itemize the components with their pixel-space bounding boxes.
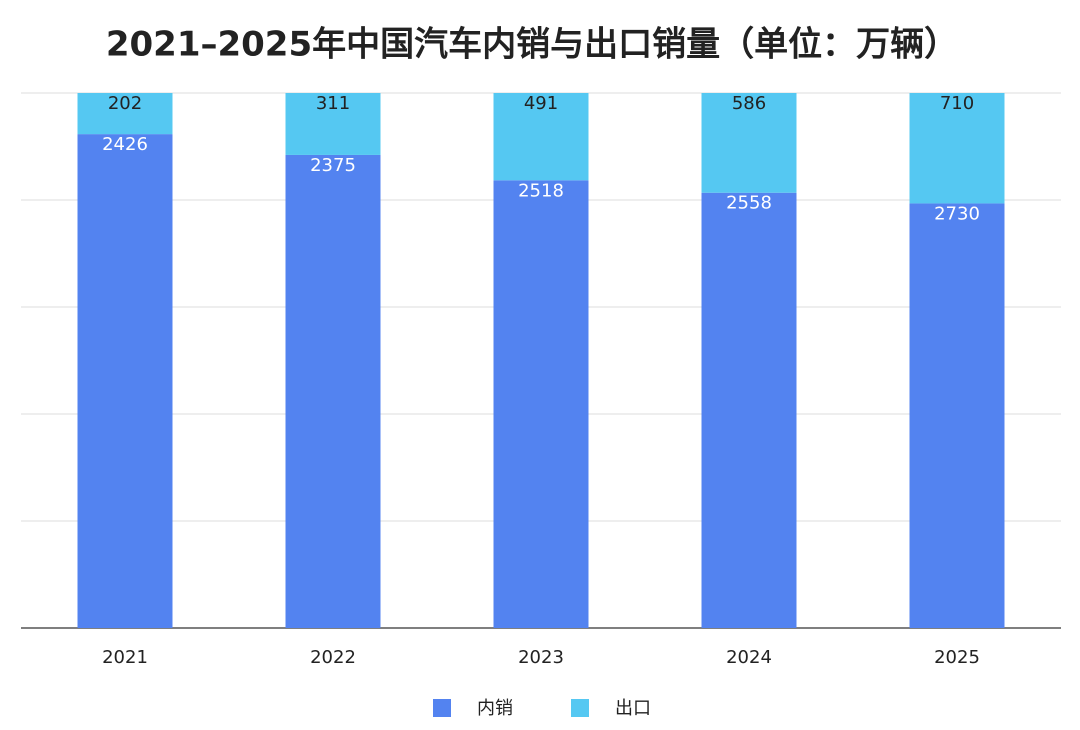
- data-label: 2518: [518, 180, 564, 201]
- legend-label: 出口: [615, 698, 651, 719]
- bar-segment: [493, 180, 589, 628]
- x-tick-label: 2024: [726, 647, 772, 668]
- x-tick-label: 2023: [518, 647, 564, 668]
- bar-segment: [285, 154, 381, 629]
- bar-segment: [909, 93, 1005, 204]
- data-label: 2730: [934, 203, 980, 224]
- data-label: 311: [316, 93, 350, 114]
- bar-segment: [701, 93, 797, 193]
- data-label: 491: [524, 93, 558, 114]
- bar-segment: [285, 93, 381, 155]
- legend-swatch: [433, 699, 451, 717]
- bar-segment: [77, 93, 173, 135]
- legend-label: 内销: [477, 698, 513, 719]
- data-label: 710: [940, 93, 974, 114]
- chart-title: 2021–2025年中国汽车内销与出口销量（单位：万辆）: [106, 25, 958, 65]
- data-label: 2426: [102, 134, 148, 155]
- bar-segment: [701, 192, 797, 628]
- data-label: 2375: [310, 155, 356, 176]
- bar-segment: [909, 203, 1005, 628]
- bar-segment: [77, 134, 173, 628]
- bar-segment: [493, 93, 589, 181]
- x-tick-label: 2025: [934, 647, 980, 668]
- data-label: 2558: [726, 193, 772, 214]
- data-label: 586: [732, 93, 766, 114]
- x-tick-label: 2022: [310, 647, 356, 668]
- data-label: 202: [108, 93, 142, 114]
- legend-swatch: [571, 699, 589, 717]
- x-tick-label: 2021: [102, 647, 148, 668]
